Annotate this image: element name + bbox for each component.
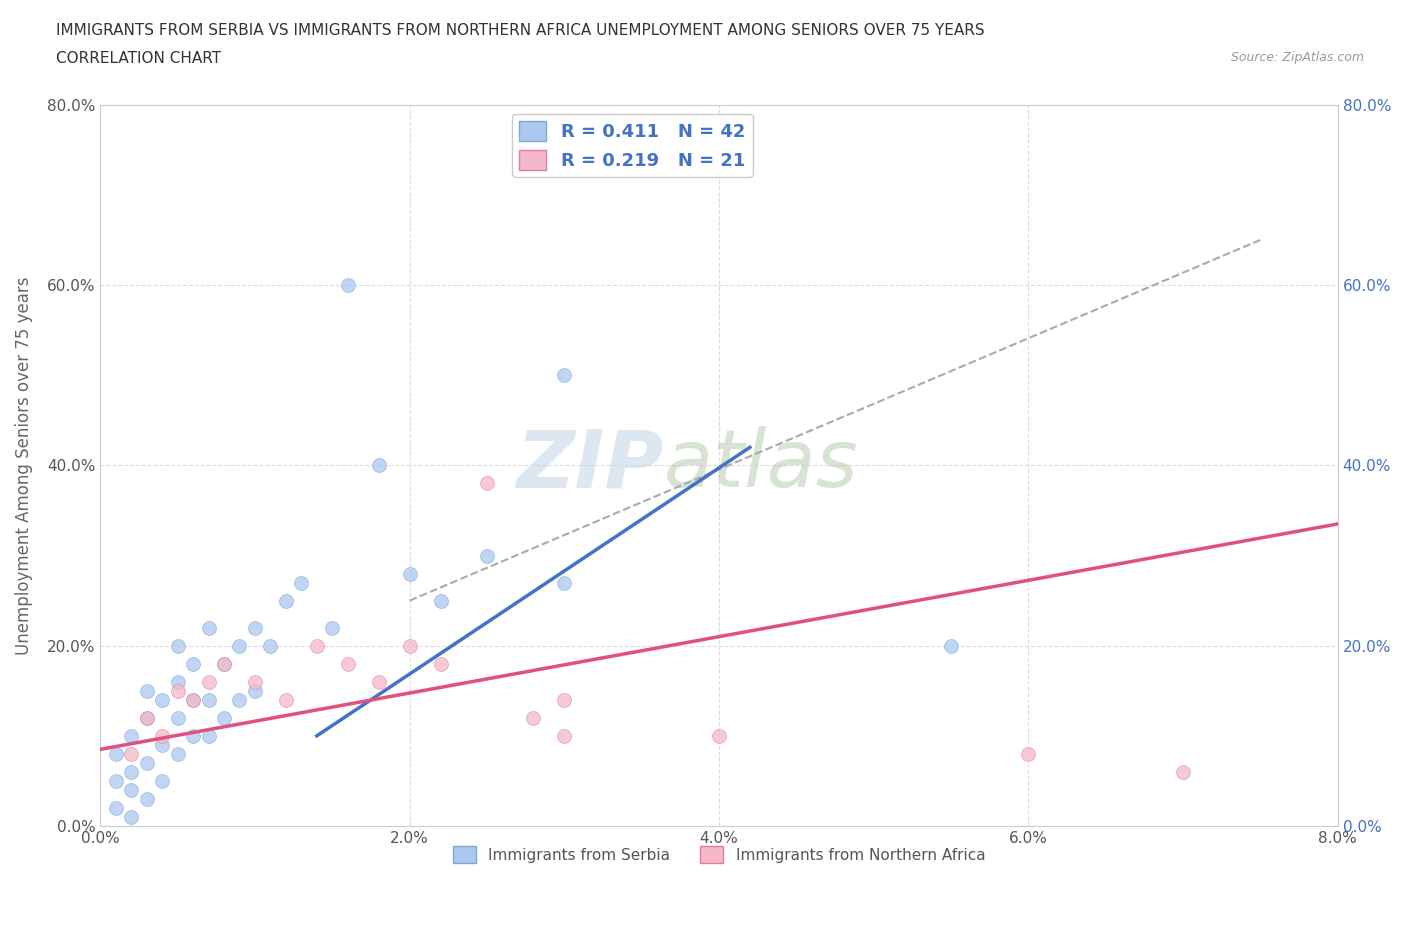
Point [135,684,157,698]
Text: CORRELATION CHART: CORRELATION CHART [56,51,221,66]
Point [212,657,235,671]
Point [274,692,297,707]
Point [553,728,575,743]
Point [228,692,250,707]
Point [166,684,188,698]
Point [243,674,266,689]
Point [135,711,157,725]
Point [150,774,173,789]
Point [197,692,219,707]
Point [197,620,219,635]
Point [181,728,204,743]
Point [181,692,204,707]
Point [553,692,575,707]
Point [228,638,250,653]
Point [367,458,389,472]
Point [104,747,127,762]
Point [522,711,544,725]
Point [150,737,173,752]
Point [166,638,188,653]
Point [707,728,730,743]
Point [243,684,266,698]
Point [1171,764,1194,779]
Point [120,764,142,779]
Point [181,657,204,671]
Point [181,692,204,707]
Point [398,638,420,653]
Point [336,277,359,292]
Point [274,593,297,608]
Point [321,620,343,635]
Point [1017,747,1039,762]
Point [475,548,498,563]
Point [259,638,281,653]
Point [166,674,188,689]
Text: ZIP: ZIP [516,426,664,504]
Legend: Immigrants from Serbia, Immigrants from Northern Africa: Immigrants from Serbia, Immigrants from … [447,840,991,869]
Point [120,728,142,743]
Point [336,657,359,671]
Point [104,801,127,816]
Point [429,657,451,671]
Point [553,575,575,590]
Point [212,657,235,671]
Point [212,711,235,725]
Point [150,728,173,743]
Text: IMMIGRANTS FROM SERBIA VS IMMIGRANTS FROM NORTHERN AFRICA UNEMPLOYMENT AMONG SEN: IMMIGRANTS FROM SERBIA VS IMMIGRANTS FRO… [56,23,984,38]
Point [553,367,575,382]
Point [939,638,962,653]
Point [104,774,127,789]
Point [120,782,142,797]
Point [398,566,420,581]
Point [243,620,266,635]
Point [120,747,142,762]
Point [135,791,157,806]
Point [429,593,451,608]
Text: Source: ZipAtlas.com: Source: ZipAtlas.com [1230,51,1364,64]
Text: atlas: atlas [664,426,858,504]
Point [150,692,173,707]
Point [197,674,219,689]
Point [367,674,389,689]
Point [120,809,142,824]
Point [475,476,498,491]
Point [305,638,328,653]
Point [197,728,219,743]
Point [135,711,157,725]
Y-axis label: Unemployment Among Seniors over 75 years: Unemployment Among Seniors over 75 years [15,276,32,655]
Point [290,575,312,590]
Point [135,755,157,770]
Point [166,747,188,762]
Point [166,711,188,725]
